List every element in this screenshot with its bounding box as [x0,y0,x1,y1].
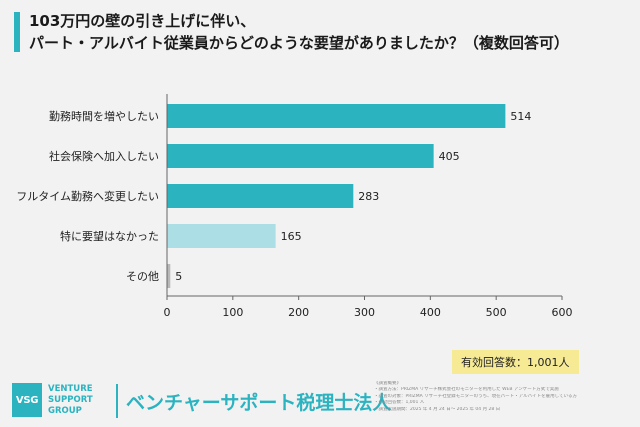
data-label: 5 [175,270,182,283]
data-label: 405 [439,150,460,163]
data-label: 283 [358,190,379,203]
vsg-logo: VSG [12,383,42,417]
category-label: 社会保険へ加入したい [49,149,159,163]
data-label: 514 [510,110,531,123]
title-line-2: パート・アルバイト従業員からどのような要望がありましたか？（複数回答可） [29,34,569,52]
firm-name: ベンチャーサポート税理士法人 [126,392,392,414]
bar [167,184,354,208]
data-label: 165 [281,230,302,243]
bar [167,224,276,248]
survey-note: 《調査概要》 [374,381,401,386]
x-tick-label: 600 [552,306,573,319]
category-label: 勤務時間を増やしたい [49,109,159,123]
bar [167,264,171,288]
survey-note: ・調査実施期間：2025 年 4 月 24 日〜 2025 年 04 月 28 … [374,406,501,412]
title-accent-bar [14,12,20,52]
bar [167,104,506,128]
chart-title: 103万円の壁の引き上げに伴い、 パート・アルバイト従業員からどのような要望があ… [14,10,569,54]
category-label: フルタイム勤務へ変更したい [16,189,159,203]
footer-divider [116,384,118,418]
logo-line: SUPPORT [48,395,93,405]
footer: VSG VENTURE SUPPORT GROUP ベンチャーサポート税理士法人… [12,379,628,423]
survey-note: ・調査方法：PRIZMA リサーチ株式会社のモニターを利用した WEB アンケー… [374,387,559,393]
survey-notes: 《調査概要》 ・調査方法：PRIZMA リサーチ株式会社のモニターを利用した W… [374,381,628,413]
x-tick-label: 200 [288,306,309,319]
category-label: 特に要望はなかった [60,229,159,243]
logo-line: GROUP [48,406,82,416]
category-label: その他 [126,270,159,283]
x-tick-label: 0 [164,306,171,319]
x-tick-label: 100 [222,306,243,319]
bar [167,144,434,168]
x-tick-label: 500 [486,306,507,319]
logo-text: VENTURE SUPPORT GROUP [48,384,93,417]
x-tick-label: 400 [420,306,441,319]
survey-note: ・有効回答数：1,001 人 [374,400,425,406]
response-count-badge: 有効回答数：1,001人 [452,350,579,374]
logo-line: VENTURE [48,384,93,394]
title-line-1: 103万円の壁の引き上げに伴い、 [29,12,256,30]
survey-note: ・調査の対象：PRIZMA リサーチ社登録モニターのうち、現在パート・アルバイト… [374,393,577,399]
x-tick-label: 300 [354,306,375,319]
